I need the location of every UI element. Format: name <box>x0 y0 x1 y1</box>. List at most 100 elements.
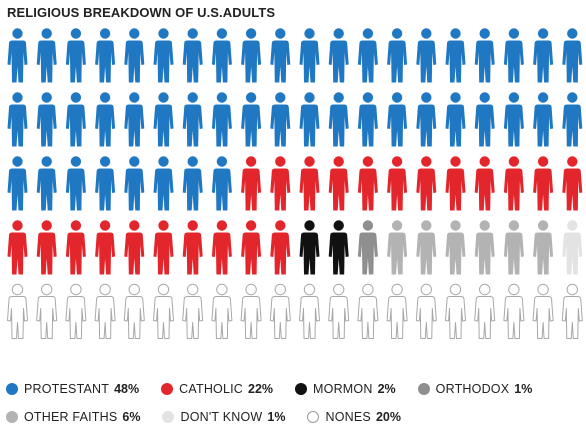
person-icon-catholic <box>241 220 262 275</box>
person-icon-catholic <box>153 220 174 275</box>
person-icon-protestant <box>445 28 466 83</box>
person-icon-protestant <box>533 92 554 147</box>
person-icon-catholic <box>211 220 232 275</box>
person-icon-orthodox <box>357 220 378 275</box>
legend-row-1: PROTESTANT 48% CATHOLIC 22% MORMON 2% OR… <box>6 375 586 403</box>
person-icon-protestant <box>357 92 378 147</box>
person-icon-nones <box>65 283 87 339</box>
person-icon-protestant <box>533 28 554 83</box>
person-icon-nones <box>36 283 58 339</box>
person-icon-protestant <box>270 92 291 147</box>
person-icon-protestant <box>65 156 86 211</box>
person-icon-protestant <box>503 92 524 147</box>
person-icon-nones <box>240 283 262 339</box>
person-icon-nones <box>474 283 496 339</box>
legend-label-nones: NONES <box>325 410 371 424</box>
person-icon-nones <box>561 283 583 339</box>
person-icon-protestant <box>299 92 320 147</box>
person-icon-don-t-know <box>562 220 583 275</box>
legend-dot-dont-know <box>162 411 175 423</box>
legend-item-orthodox: ORTHODOX 1% <box>417 382 532 396</box>
person-icon-other-faiths <box>474 220 495 275</box>
person-icon-protestant <box>562 92 583 147</box>
person-icon-nones <box>7 283 28 339</box>
person-icon-nones <box>269 283 291 339</box>
person-icon-protestant <box>124 156 145 211</box>
person-icon-protestant <box>36 156 57 211</box>
person-icon-catholic <box>299 156 320 211</box>
person-icon-catholic <box>533 156 554 211</box>
legend-item-nones: NONES 20% <box>307 410 401 424</box>
person-icon-catholic <box>357 156 378 211</box>
person-icon-nones <box>153 283 174 339</box>
legend-value-nones: 20% <box>375 410 401 424</box>
person-icon-catholic <box>328 156 349 211</box>
legend-value-dont-know: 1% <box>267 410 286 424</box>
person-icon-catholic <box>65 220 86 275</box>
person-icon-protestant <box>95 92 116 147</box>
legend-value-mormon: 2% <box>377 382 396 396</box>
legend-label-protestant: PROTESTANT <box>24 382 110 396</box>
person-icon-other-faiths <box>445 220 466 275</box>
legend-label-mormon: MORMON <box>313 382 373 396</box>
legend-label-other-faiths: OTHER FAITHS <box>24 410 118 424</box>
person-icon-protestant <box>474 92 495 147</box>
person-icon-catholic <box>270 220 291 275</box>
person-icon-protestant <box>95 156 116 211</box>
person-icon-catholic <box>7 220 28 275</box>
person-icon-nones <box>299 283 320 339</box>
person-icon-protestant <box>357 28 378 83</box>
person-icon-protestant <box>7 28 28 83</box>
person-icon-nones <box>123 283 145 339</box>
person-icon-catholic <box>124 220 145 275</box>
person-icon-nones <box>386 283 408 339</box>
person-icon-protestant <box>328 28 349 83</box>
person-icon-protestant <box>387 28 408 83</box>
person-icon-protestant <box>182 92 203 147</box>
person-icon-protestant <box>153 28 174 83</box>
person-icon-protestant <box>503 28 524 83</box>
legend-value-catholic: 22% <box>248 382 274 396</box>
legend-item-mormon: MORMON 2% <box>295 382 396 396</box>
person-icon-nones <box>415 283 437 339</box>
person-icon-protestant <box>416 92 437 147</box>
legend-dot-nones <box>307 411 320 423</box>
person-icon-catholic <box>182 220 203 275</box>
person-icon-other-faiths <box>416 220 437 275</box>
person-icon-catholic <box>474 156 495 211</box>
person-icon-protestant <box>95 28 116 83</box>
person-icon-nones <box>182 283 204 339</box>
legend-label-dont-know: DON'T KNOW <box>180 410 263 424</box>
person-icon-mormon <box>299 220 320 275</box>
legend-item-other-faiths: OTHER FAITHS 6% <box>6 410 140 424</box>
person-icon-protestant <box>445 92 466 147</box>
person-icon-other-faiths <box>533 220 554 275</box>
person-icon-nones <box>445 283 466 339</box>
person-icon-nones <box>503 283 525 339</box>
person-icon-protestant <box>241 92 262 147</box>
legend-dot-protestant <box>6 383 18 395</box>
person-icon-protestant <box>36 28 57 83</box>
person-icon-nones <box>357 283 379 339</box>
person-icon-protestant <box>474 28 495 83</box>
pictogram-grid <box>7 28 583 339</box>
legend-dot-orthodox <box>417 383 430 395</box>
person-icon-other-faiths <box>503 220 524 275</box>
person-icon-protestant <box>328 92 349 147</box>
legend-item-dont-know: DON'T KNOW 1% <box>162 410 285 424</box>
legend-label-catholic: CATHOLIC <box>179 382 244 396</box>
legend-dot-mormon <box>295 383 308 395</box>
person-icon-catholic <box>416 156 437 211</box>
person-icon-other-faiths <box>387 220 408 275</box>
person-icon-protestant <box>124 28 145 83</box>
person-icon-protestant <box>7 92 28 147</box>
person-icon-catholic <box>270 156 291 211</box>
person-icon-mormon <box>328 220 349 275</box>
person-icon-protestant <box>65 92 86 147</box>
person-icon-protestant <box>153 156 174 211</box>
person-icon-protestant <box>241 28 262 83</box>
person-icon-protestant <box>182 28 203 83</box>
person-icon-protestant <box>562 28 583 83</box>
legend-item-catholic: CATHOLIC 22% <box>161 382 273 396</box>
person-icon-catholic <box>562 156 583 211</box>
